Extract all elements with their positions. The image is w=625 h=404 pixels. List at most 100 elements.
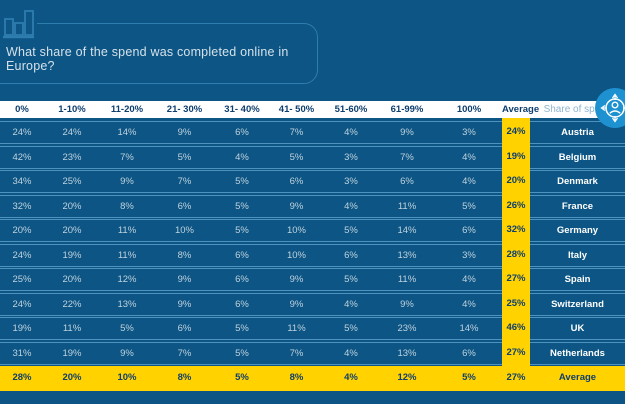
cell-1-10pct: 19% (44, 243, 100, 267)
cell-country-label: France (530, 194, 625, 218)
cell-average: 25% (506, 297, 526, 309)
cell-61-99pct: 23% (378, 317, 436, 340)
cell-21-30pct: 8% (154, 243, 215, 267)
bar-chart-icon (3, 10, 34, 39)
cell-0pct: 24% (0, 243, 44, 267)
cell-100pct: 6% (436, 341, 502, 365)
column-header-31-40pct: 31- 40% (224, 104, 260, 115)
table-row-belgium: 42% 23% 7% 5% 4% 5% 3% 7% 4% 19% Belgium (0, 145, 625, 169)
cell-average: 19% (506, 150, 526, 162)
column-header-1-10pct: 1-10% (58, 104, 86, 115)
cell-11-20pct: 7% (100, 145, 154, 169)
table-header-row: 0% 1-10% 11-20% 21- 30% 31- 40% 41- 50% 51-60%… (0, 101, 625, 118)
cell-51-60pct: 4% (344, 372, 358, 383)
cell-31-40pct: 6% (215, 292, 269, 316)
cell-0pct: 24% (0, 292, 44, 316)
cell-41-50pct: 10% (269, 243, 324, 267)
cell-61-99pct: 9% (378, 292, 436, 316)
cell-31-40pct: 5% (215, 194, 269, 218)
table-row-denmark: 34% 25% 9% 7% 5% 6% 3% 6% 4% 20% Denmark (0, 170, 625, 193)
table-row-germany: 20% 20% 11% 10% 5% 10% 5% 14% 6% 32% Germany (0, 219, 625, 242)
cell-100pct: 4% (436, 268, 502, 291)
cell-51-60pct: 4% (324, 194, 378, 218)
table-row-spain: 25% 20% 12% 9% 6% 9% 5% 11% 4% 27% Spain (0, 268, 625, 291)
cell-31-40pct: 5% (235, 372, 249, 383)
cell-21-30pct: 7% (154, 341, 215, 365)
cell-61-99pct: 12% (397, 372, 417, 383)
table-row-netherlands: 31% 19% 9% 7% 5% 7% 4% 13% 6% 27% Netherlands (0, 341, 625, 365)
cell-41-50pct: 6% (269, 170, 324, 193)
cell-11-20pct: 5% (100, 317, 154, 340)
cell-41-50pct: 9% (269, 292, 324, 316)
cell-11-20pct: 10% (117, 372, 137, 383)
cell-average: 20% (506, 175, 526, 186)
cell-51-60pct: 5% (324, 268, 378, 291)
column-header-61-99pct: 61-99% (390, 104, 424, 115)
cell-11-20pct: 9% (100, 341, 154, 365)
person-target-button[interactable] (595, 88, 625, 128)
cell-country-label: Germany (530, 219, 625, 242)
cell-31-40pct: 4% (215, 145, 269, 169)
cell-61-99pct: 14% (378, 219, 436, 242)
cell-31-40pct: 5% (215, 219, 269, 242)
column-header-51-60pct: 51-60% (334, 104, 368, 115)
cell-country-label: Spain (530, 268, 625, 291)
cell-100pct: 5% (436, 194, 502, 218)
cell-0pct: 34% (0, 170, 44, 193)
cell-11-20pct: 11% (100, 243, 154, 267)
cell-1-10pct: 22% (44, 292, 100, 316)
cell-1-10pct: 19% (44, 341, 100, 365)
cell-51-60pct: 4% (324, 341, 378, 365)
cell-average: 28% (506, 248, 526, 260)
table-row-italy: 24% 19% 11% 8% 6% 10% 6% 13% 3% 28% Italy (0, 243, 625, 267)
cell-0pct: 42% (0, 145, 44, 169)
cell-100pct: 3% (436, 243, 502, 267)
page-title: What share of the spend was completed on… (6, 45, 289, 73)
cell-31-40pct: 6% (215, 121, 269, 144)
cell-21-30pct: 9% (154, 121, 215, 144)
cell-41-50pct: 9% (269, 268, 324, 291)
cell-51-60pct: 6% (324, 243, 378, 267)
cell-31-40pct: 5% (215, 170, 269, 193)
cell-51-60pct: 3% (324, 145, 378, 169)
cell-1-10pct: 20% (62, 372, 82, 383)
cell-41-50pct: 10% (269, 219, 324, 242)
column-header-average: Average (502, 104, 540, 115)
table-body: 24% 24% 14% 9% 6% 7% 4% 9% 3% 24% Austria 42% 23% 7% 5… (0, 118, 625, 391)
cell-average: 24% (506, 126, 526, 137)
table-row-uk: 19% 11% 5% 6% 5% 11% 5% 23% 14% 46% UK (0, 317, 625, 340)
cell-0pct: 19% (0, 317, 44, 340)
cell-21-30pct: 10% (154, 219, 215, 242)
cell-11-20pct: 9% (100, 170, 154, 193)
cell-country-label: Netherlands (530, 341, 625, 365)
cell-average: 27% (506, 372, 526, 383)
cell-21-30pct: 9% (154, 292, 215, 316)
cell-21-30pct: 6% (154, 194, 215, 218)
cell-41-50pct: 8% (289, 372, 304, 383)
cell-11-20pct: 14% (100, 121, 154, 144)
cell-21-30pct: 5% (154, 145, 215, 169)
average-column-highlight (502, 118, 530, 366)
cell-100pct: 3% (436, 121, 502, 144)
person-target-icon (600, 93, 625, 123)
cell-1-10pct: 23% (44, 145, 100, 169)
title-outline-box (0, 23, 318, 84)
cell-country-label: UK (530, 317, 625, 340)
cell-country-label: Italy (530, 243, 625, 267)
cell-21-30pct: 7% (154, 170, 215, 193)
cell-31-40pct: 5% (215, 317, 269, 340)
cell-61-99pct: 11% (378, 194, 436, 218)
cell-11-20pct: 12% (100, 268, 154, 291)
cell-average: 32% (506, 224, 526, 235)
cell-0pct: 32% (0, 194, 44, 218)
table-row-france: 32% 20% 8% 6% 5% 9% 4% 11% 5% 26% France (0, 194, 625, 218)
cell-41-50pct: 7% (269, 121, 324, 144)
cell-0pct: 31% (0, 341, 44, 365)
cell-61-99pct: 11% (378, 268, 436, 291)
cell-11-20pct: 8% (100, 194, 154, 218)
cell-country-label: Switzerland (530, 292, 625, 316)
cell-1-10pct: 11% (44, 317, 100, 340)
cell-21-30pct: 8% (177, 372, 192, 383)
cell-country-label: Belgium (530, 145, 625, 169)
column-header-21-30pct: 21- 30% (166, 104, 203, 115)
